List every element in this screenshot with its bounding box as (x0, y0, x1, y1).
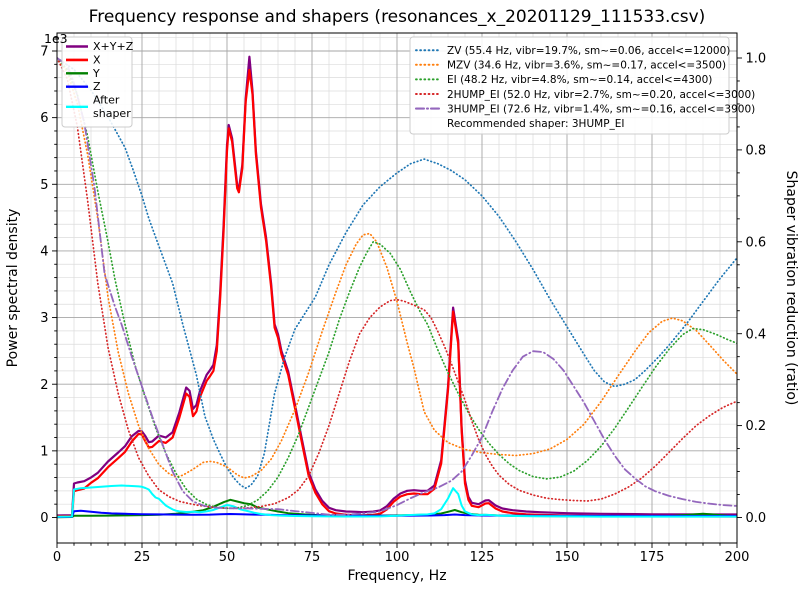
y-left-tick-label-4: 4 (40, 245, 48, 260)
y-right-tick-label-0.0: 0.0 (746, 511, 767, 526)
y-right-tick-label-0.4: 0.4 (746, 327, 767, 342)
y-right-tick-label-0.8: 0.8 (746, 144, 767, 159)
legend-label-x-y-z: X+Y+Z (93, 40, 134, 53)
y-left-tick-label-3: 3 (40, 311, 48, 326)
y-left-tick-label-1: 1 (40, 444, 48, 459)
y-left-tick-label-6: 6 (40, 111, 48, 126)
series-line-mzv (57, 57, 737, 479)
y-left-tick-label-0: 0 (40, 511, 48, 526)
x-tick-label-0: 0 (53, 550, 61, 565)
y-left-tick-label-5: 5 (40, 178, 48, 193)
x-tick-label-50: 50 (219, 550, 236, 565)
legend-label-zv: ZV (55.4 Hz, vibr=19.7%, sm~=0.06, accel… (447, 45, 730, 57)
series-line-after-shaper (57, 484, 737, 518)
legend-label-y: Y (92, 67, 100, 80)
legend-label-3hump-ei: 3HUMP_EI (72.6 Hz, vibr=1.4%, sm~=0.16, … (447, 103, 755, 115)
y-left-tick-label-7: 7 (40, 45, 48, 60)
legend-recommended-shaper-note: Recommended shaper: 3HUMP_EI (447, 118, 625, 130)
legend-label-x: X (93, 53, 101, 66)
y-left-offset-label: 1e3 (44, 31, 68, 46)
legend-label-2hump-ei: 2HUMP_EI (52.0 Hz, vibr=2.7%, sm~=0.20, … (447, 89, 755, 101)
grid-lines (57, 33, 737, 543)
legend-label-after-shaper: shaper (93, 107, 131, 120)
y-left-axis-label: Power spectral density (5, 209, 21, 368)
chart-title: Frequency response and shapers (resonanc… (89, 7, 706, 27)
x-tick-label-100: 100 (385, 550, 410, 565)
legend-label-ei: EI (48.2 Hz, vibr=4.8%, sm~=0.14, accel<… (447, 74, 712, 86)
series-line-zv (57, 57, 737, 489)
y-right-tick-label-1.0: 1.0 (746, 52, 767, 67)
y-right-tick-label-0.6: 0.6 (746, 235, 767, 250)
x-tick-label-200: 200 (725, 550, 750, 565)
y-right-tick-label-0.2: 0.2 (746, 419, 767, 434)
legend-label-z: Z (93, 80, 101, 93)
legend-label-mzv: MZV (34.6 Hz, vibr=3.6%, sm~=0.17, accel… (447, 60, 726, 72)
series-line-2hump-ei (57, 57, 737, 510)
x-axis-label: Frequency, Hz (347, 568, 446, 584)
x-tick-label-25: 25 (134, 550, 151, 565)
axis-ticks: 0 25 50 75 100 125 150 175 200 0 1 2 3 4 5 6 7 0.0 0.2 0.4 0… (40, 37, 767, 565)
y-left-tick-label-2: 2 (40, 378, 48, 393)
legend-label-after-shaper: After (93, 94, 120, 107)
series-line-3hump-ei (57, 57, 737, 516)
y-right-axis-label: Shaper vibration reduction (ratio) (783, 171, 799, 406)
x-tick-label-75: 75 (304, 550, 321, 565)
legend-shapers-box (409, 36, 730, 135)
legend-shapers: ZV (55.4 Hz, vibr=19.7%, sm~=0.06, accel… (409, 36, 755, 135)
series-line-x (57, 68, 737, 518)
x-tick-label-125: 125 (470, 550, 495, 565)
x-tick-label-150: 150 (555, 550, 580, 565)
x-tick-label-175: 175 (640, 550, 665, 565)
